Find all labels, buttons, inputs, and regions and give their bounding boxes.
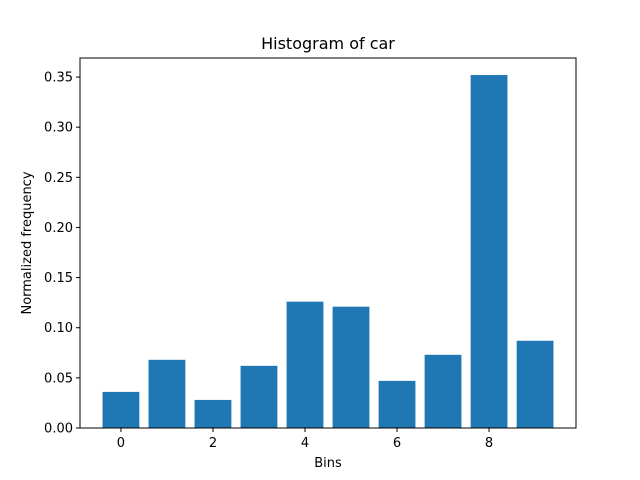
bar-4 xyxy=(286,301,324,428)
y-tick-label: 0.35 xyxy=(44,71,73,86)
y-tick-label: 0.10 xyxy=(44,321,73,336)
bar-5 xyxy=(332,306,370,428)
y-axis-label: Normalized frequency xyxy=(20,171,35,314)
y-tick-label: 0.05 xyxy=(44,371,73,386)
y-tick-label: 0.00 xyxy=(44,422,73,437)
y-ticks-group: 0.00 0.05 0.10 0.15 0.20 0.25 0.30 0.35 xyxy=(44,71,80,437)
x-tick-label: 4 xyxy=(301,436,309,451)
x-axis-label: Bins xyxy=(314,456,342,471)
chart-title: Histogram of car xyxy=(261,34,395,53)
y-tick-label: 0.20 xyxy=(44,221,73,236)
y-tick-label: 0.30 xyxy=(44,121,73,136)
x-tick-label: 2 xyxy=(209,436,217,451)
bar-3 xyxy=(240,365,278,428)
bar-8 xyxy=(470,75,508,428)
bar-0 xyxy=(102,391,140,428)
x-tick-label: 6 xyxy=(393,436,401,451)
x-tick-label: 8 xyxy=(485,436,493,451)
y-tick-label: 0.15 xyxy=(44,271,73,286)
bar-6 xyxy=(378,380,416,428)
axes-frame xyxy=(79,57,577,429)
bars-group xyxy=(102,75,554,428)
x-tick-label: 0 xyxy=(117,436,125,451)
bar-9 xyxy=(516,340,554,428)
y-tick-label: 0.25 xyxy=(44,171,73,186)
bar-7 xyxy=(424,354,462,428)
bar-1 xyxy=(148,359,186,428)
x-ticks-group: 0 2 4 6 8 xyxy=(117,428,493,451)
bar-2 xyxy=(194,399,232,428)
